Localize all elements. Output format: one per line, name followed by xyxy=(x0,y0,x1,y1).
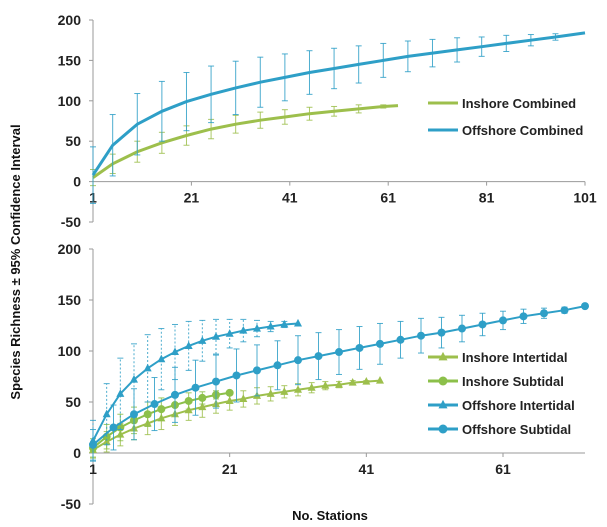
legend-item: Inshore Subtidal xyxy=(428,374,564,389)
y-tick-label: -50 xyxy=(61,214,81,230)
series-inshore-combined xyxy=(90,105,398,186)
data-point-circle xyxy=(417,332,425,340)
data-point-circle xyxy=(110,424,118,432)
x-tick-label: 41 xyxy=(359,461,375,477)
x-tick-label: 61 xyxy=(495,461,511,477)
y-tick-label: 0 xyxy=(73,174,81,190)
x-tick-label: 21 xyxy=(222,461,238,477)
y-tick-label: -50 xyxy=(61,496,81,512)
data-point-circle xyxy=(198,394,206,402)
y-tick-label: 100 xyxy=(58,93,82,109)
y-tick-label: 100 xyxy=(58,343,82,359)
data-point-circle xyxy=(192,384,200,392)
data-point-circle xyxy=(479,320,487,328)
y-axis-title: Species Richness ± 95% Confidence Interv… xyxy=(8,124,23,399)
data-point-circle xyxy=(274,361,282,369)
x-tick-label: 1 xyxy=(89,461,97,477)
data-point-circle xyxy=(438,329,446,337)
series-offshore-combined xyxy=(90,33,585,204)
data-point-circle xyxy=(89,441,97,449)
data-point-circle xyxy=(157,405,165,413)
data-point-circle xyxy=(294,356,302,364)
data-point-circle xyxy=(540,309,548,317)
top-panel: -50050100150200121416181101Inshore Combi… xyxy=(58,12,597,230)
data-point-circle xyxy=(185,397,193,405)
data-point-circle xyxy=(520,312,528,320)
legend-item: Offshore Intertidal xyxy=(428,398,575,413)
legend-item: Offshore Combined xyxy=(428,123,583,138)
data-point-circle xyxy=(376,340,384,348)
legend-label: Inshore Subtidal xyxy=(462,374,564,389)
data-point-circle xyxy=(458,325,466,333)
data-point-circle xyxy=(212,378,220,386)
data-point-circle xyxy=(335,348,343,356)
y-tick-label: 150 xyxy=(58,52,82,68)
data-point-circle xyxy=(233,371,241,379)
data-point-circle xyxy=(356,344,364,352)
x-axis-title: No. Stations xyxy=(292,508,368,523)
data-point-circle xyxy=(151,400,159,408)
y-tick-label: 50 xyxy=(65,133,81,149)
data-point-circle xyxy=(315,352,323,360)
y-tick-label: 200 xyxy=(58,241,82,257)
legend-item: Offshore Subtidal xyxy=(428,422,571,437)
data-point-circle xyxy=(253,366,261,374)
data-point-circle xyxy=(130,410,138,418)
data-point-circle xyxy=(439,425,448,434)
y-tick-label: 0 xyxy=(73,445,81,461)
x-tick-label: 81 xyxy=(479,190,495,206)
data-point-triangle xyxy=(294,319,302,327)
data-point-circle xyxy=(581,302,589,310)
legend-label: Inshore Intertidal xyxy=(462,350,567,365)
legend-item: Inshore Combined xyxy=(428,96,576,111)
x-tick-label: 41 xyxy=(282,190,298,206)
legend-label: Offshore Subtidal xyxy=(462,422,571,437)
data-point-circle xyxy=(226,389,234,397)
y-tick-label: 150 xyxy=(58,292,82,308)
legend-label: Offshore Combined xyxy=(462,123,583,138)
data-point-circle xyxy=(499,316,507,324)
data-point-circle xyxy=(561,306,569,314)
y-tick-label: 200 xyxy=(58,12,82,28)
data-point-circle xyxy=(171,391,179,399)
data-point-circle xyxy=(144,410,152,418)
bottom-panel: -50 0 50 100 150 200 1 21 41 61 Inshore Intertidal… xyxy=(58,241,589,512)
legend-label: Offshore Intertidal xyxy=(462,398,575,413)
x-tick-label: 101 xyxy=(573,190,597,206)
y-tick-label: 50 xyxy=(65,394,81,410)
data-point-circle xyxy=(397,336,405,344)
legend-item: Inshore Intertidal xyxy=(428,350,567,365)
legend-label: Inshore Combined xyxy=(462,96,576,111)
data-point-circle xyxy=(439,377,448,386)
x-tick-label: 21 xyxy=(184,190,200,206)
x-tick-label: 61 xyxy=(380,190,396,206)
